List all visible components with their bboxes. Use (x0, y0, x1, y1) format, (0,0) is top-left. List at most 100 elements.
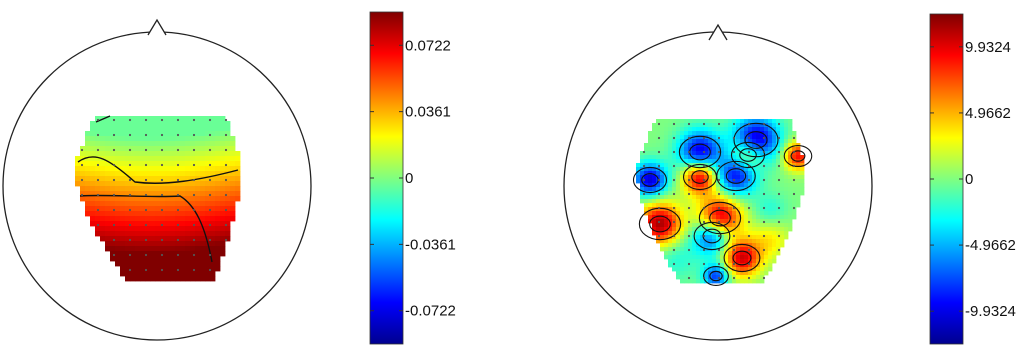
heatmap-cell (150, 136, 156, 142)
heatmap-cell (740, 255, 745, 260)
heatmap-cell (660, 195, 665, 200)
heatmap-cell (195, 126, 201, 132)
heatmap-cell (756, 159, 761, 164)
heatmap-cell (185, 226, 191, 232)
electrode-dot (747, 178, 751, 182)
heatmap-cell (660, 167, 665, 172)
heatmap-cell (788, 175, 793, 180)
heatmap-cell (155, 121, 161, 127)
heatmap-cell (215, 151, 221, 157)
heatmap-cell (708, 211, 713, 216)
heatmap-cell (720, 255, 725, 260)
heatmap-cell (95, 181, 101, 187)
heatmap-cell (130, 211, 136, 217)
heatmap-cell (175, 131, 181, 137)
heatmap-cell (195, 151, 201, 157)
heatmap-cell (700, 151, 705, 156)
heatmap-cell (792, 175, 797, 180)
heatmap-cell (105, 131, 111, 137)
heatmap-cell (676, 199, 681, 204)
colorbar-tick-label: 0.0722 (405, 37, 451, 54)
heatmap-cell (130, 216, 136, 222)
heatmap-cell (145, 276, 151, 282)
heatmap-cell (180, 151, 186, 157)
heatmap-cell (752, 171, 757, 176)
heatmap-cell (220, 161, 226, 167)
heatmap-cell (195, 166, 201, 172)
heatmap-cell (696, 123, 701, 128)
heatmap-cell (684, 211, 689, 216)
heatmap-cell (160, 201, 166, 207)
heatmap-cell (205, 141, 211, 147)
heatmap-cell (105, 221, 111, 227)
electrode-dot (208, 148, 212, 152)
heatmap-cell (640, 163, 645, 168)
heatmap-cell (680, 215, 685, 220)
heatmap-cell (185, 141, 191, 147)
heatmap-cell (170, 211, 176, 217)
heatmap-cell (764, 143, 769, 148)
heatmap-cell (700, 219, 705, 224)
heatmap-cell (768, 255, 773, 260)
heatmap-cell (672, 267, 677, 272)
heatmap-cell (130, 116, 136, 122)
heatmap-cell (230, 141, 236, 147)
heatmap-cell (195, 201, 201, 207)
heatmap-cell (696, 131, 701, 136)
heatmap-cell (660, 207, 665, 212)
heatmap-cell (668, 211, 673, 216)
heatmap-cell (736, 203, 741, 208)
heatmap-cell (744, 199, 749, 204)
heatmap-cell (110, 256, 116, 262)
heatmap-cell (744, 247, 749, 252)
heatmap-cell (672, 179, 677, 184)
heatmap-cell (768, 223, 773, 228)
heatmap-cell (716, 127, 721, 132)
heatmap-cell (215, 146, 221, 152)
heatmap-cell (95, 116, 101, 122)
heatmap-cell (684, 215, 689, 220)
heatmap-cell (752, 187, 757, 192)
heatmap-cell (130, 156, 136, 162)
heatmap-cell (732, 187, 737, 192)
heatmap-cell (712, 255, 717, 260)
heatmap-cell (688, 135, 693, 140)
heatmap-cell (190, 126, 196, 132)
heatmap-cell (120, 236, 126, 242)
heatmap-cell (792, 179, 797, 184)
heatmap-cell (676, 231, 681, 236)
heatmap-cell (760, 223, 765, 228)
heatmap-cell (210, 126, 216, 132)
heatmap-cell (736, 251, 741, 256)
heatmap-cell (712, 183, 717, 188)
heatmap-cell (220, 231, 226, 237)
heatmap-cell (800, 167, 805, 172)
heatmap-cell (656, 235, 661, 240)
heatmap-cell (672, 175, 677, 180)
heatmap-cell (652, 195, 657, 200)
heatmap-cell (115, 171, 121, 177)
heatmap-cell (648, 155, 653, 160)
heatmap-cell (110, 231, 116, 237)
heatmap-cell (215, 161, 221, 167)
heatmap-cell (160, 186, 166, 192)
heatmap-cell (724, 267, 729, 272)
heatmap-cell (720, 135, 725, 140)
heatmap-cell (135, 221, 141, 227)
heatmap-cell (664, 151, 669, 156)
heatmap-cell (135, 241, 141, 247)
heatmap-cell (680, 219, 685, 224)
heatmap-cell (100, 186, 106, 192)
heatmap-cell (716, 123, 721, 128)
heatmap-cell (724, 219, 729, 224)
heatmap-cell (684, 259, 689, 264)
heatmap-cell (744, 251, 749, 256)
heatmap-cell (716, 147, 721, 152)
electrode-dot (717, 122, 721, 126)
heatmap-cell (130, 161, 136, 167)
heatmap-cell (115, 116, 121, 122)
heatmap-cell (125, 261, 131, 267)
heatmap-cell (150, 121, 156, 127)
heatmap-cell (215, 181, 221, 187)
heatmap-cell (664, 135, 669, 140)
